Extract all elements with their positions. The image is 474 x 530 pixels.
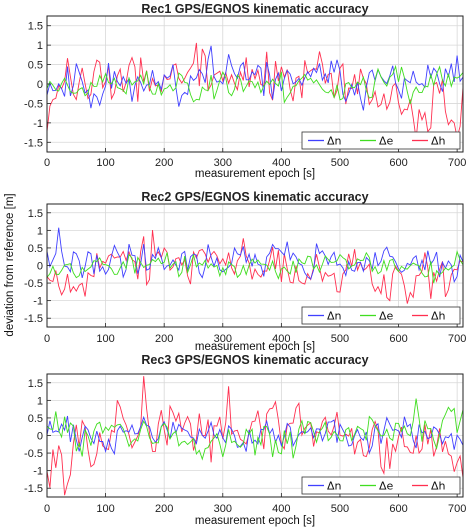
x-axis-label: measurement epoch [s] bbox=[195, 341, 315, 353]
legend: Δn Δe Δh bbox=[301, 131, 461, 150]
y-tick-label: -1 bbox=[33, 296, 43, 308]
y-tick-label: 0.5 bbox=[28, 60, 43, 72]
y-tick-label: 1.5 bbox=[28, 21, 43, 33]
chart-title: Rec3 GPS/EGNOS kinematic accuracy bbox=[141, 353, 368, 367]
figure-ylabel: deviation from reference [m] bbox=[4, 193, 16, 336]
y-tick-label: -0.5 bbox=[24, 278, 43, 290]
x-tick-label: 200 bbox=[155, 503, 173, 515]
legend-label: Δh bbox=[431, 135, 446, 148]
chart-title: Rec2 GPS/EGNOS kinematic accuracy bbox=[141, 190, 368, 204]
x-tick-label: 500 bbox=[331, 333, 349, 345]
x-tick-label: 0 bbox=[44, 503, 50, 515]
y-tick-label: -0.5 bbox=[24, 448, 43, 460]
y-tick-label: 0 bbox=[37, 79, 43, 91]
series-line-3 bbox=[47, 229, 463, 304]
legend: Δn Δe Δh bbox=[301, 476, 461, 495]
y-tick-label: 1 bbox=[37, 225, 43, 237]
x-tick-label: 300 bbox=[214, 157, 232, 169]
legend-label: Δn bbox=[327, 135, 342, 148]
y-tick-label: 0.5 bbox=[28, 413, 43, 425]
x-tick-label: 100 bbox=[96, 333, 114, 345]
legend-label: Δe bbox=[379, 135, 394, 148]
y-tick-label: -1.5 bbox=[24, 483, 43, 495]
x-tick-label: 600 bbox=[389, 157, 407, 169]
x-axis-label: measurement epoch [s] bbox=[195, 168, 315, 180]
x-tick-label: 600 bbox=[389, 333, 407, 345]
y-tick-label: -0.5 bbox=[24, 98, 43, 110]
y-tick-label: 0.5 bbox=[28, 243, 43, 255]
y-tick-label: 1 bbox=[37, 395, 43, 407]
legend-label: Δn bbox=[327, 480, 342, 493]
chart-title: Rec1 GPS/EGNOS kinematic accuracy bbox=[141, 2, 368, 16]
legend: Δn Δe Δh bbox=[301, 306, 461, 325]
x-tick-label: 200 bbox=[155, 157, 173, 169]
x-tick-label: 700 bbox=[448, 157, 466, 169]
y-tick-label: -1 bbox=[33, 118, 43, 130]
y-tick-label: 0 bbox=[37, 261, 43, 273]
x-axis-label: measurement epoch [s] bbox=[195, 515, 315, 527]
series-line-2 bbox=[47, 398, 463, 461]
series-line-3 bbox=[47, 376, 463, 496]
y-tick-label: -1 bbox=[33, 466, 43, 478]
y-tick-label: 1 bbox=[37, 40, 43, 52]
y-tick-label: -1.5 bbox=[24, 137, 43, 149]
x-tick-label: 0 bbox=[44, 333, 50, 345]
x-tick-label: 300 bbox=[214, 503, 232, 515]
x-tick-label: 500 bbox=[331, 157, 349, 169]
legend-label: Δh bbox=[431, 480, 446, 493]
x-tick-label: 400 bbox=[272, 157, 290, 169]
y-tick-label: 1.5 bbox=[28, 378, 43, 390]
series-line-2 bbox=[47, 249, 463, 284]
x-tick-label: 700 bbox=[448, 503, 466, 515]
x-tick-label: 500 bbox=[331, 503, 349, 515]
x-tick-label: 700 bbox=[448, 333, 466, 345]
x-tick-label: 400 bbox=[272, 333, 290, 345]
y-tick-label: 1.5 bbox=[28, 208, 43, 220]
x-tick-label: 600 bbox=[389, 503, 407, 515]
series-line-1 bbox=[47, 415, 463, 456]
x-tick-label: 100 bbox=[96, 157, 114, 169]
legend-label: Δn bbox=[327, 310, 342, 323]
legend-label: Δh bbox=[431, 310, 446, 323]
legend-label: Δe bbox=[379, 480, 394, 493]
x-tick-label: 0 bbox=[44, 157, 50, 169]
series-line-3 bbox=[47, 42, 463, 139]
series-line-2 bbox=[47, 64, 463, 105]
y-tick-label: 0 bbox=[37, 431, 43, 443]
chart-panel-2: 0 100 200 300 400 500 600 700 -1.5 -1 -0.5 0 0.5 1 1.5… bbox=[24, 190, 466, 353]
chart-panel-3: 0 100 200 300 400 500 600 700 -1.5 -1 -0.5 0 0.5 1 1.5… bbox=[24, 353, 466, 527]
x-tick-label: 100 bbox=[96, 503, 114, 515]
legend-label: Δe bbox=[379, 310, 394, 323]
series-line-1 bbox=[47, 227, 463, 284]
x-tick-label: 400 bbox=[272, 503, 290, 515]
x-tick-label: 300 bbox=[214, 333, 232, 345]
chart-panel-1: 0 100 200 300 400 500 600 700 -1.5 -1 -0.5 0 0.5 1 1.5… bbox=[24, 2, 466, 180]
y-tick-label: -1.5 bbox=[24, 313, 43, 325]
x-tick-label: 200 bbox=[155, 333, 173, 345]
